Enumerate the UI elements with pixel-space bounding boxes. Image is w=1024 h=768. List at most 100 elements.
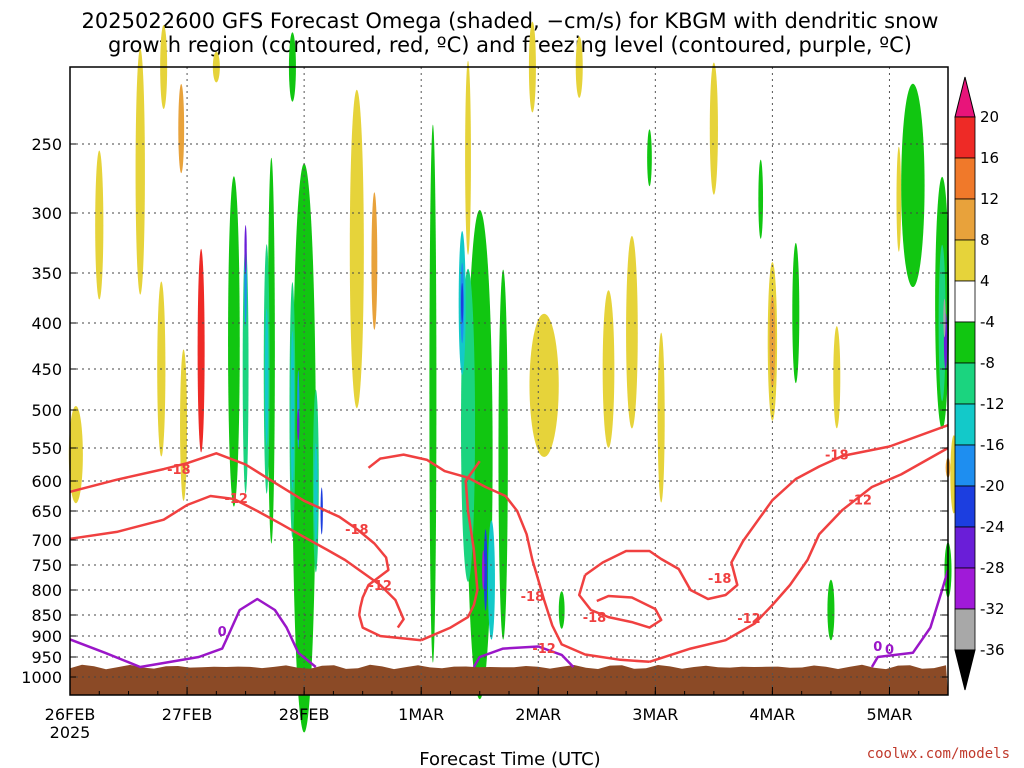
omega-cell-47 — [314, 443, 318, 543]
colorbar-bin-6 — [954, 362, 976, 405]
colorbar-bin-11 — [954, 567, 976, 610]
colorbar-bin-4 — [954, 280, 976, 323]
x-tick-label-5MAR: 5MAR — [866, 705, 912, 724]
colorbar-level-7: -12 — [980, 395, 1005, 413]
contour-label-13: 0 — [885, 643, 894, 658]
colorbar-level-0: 20 — [980, 108, 999, 126]
y-tick-label-1000: 1000 — [21, 668, 62, 687]
x-tick-label-27FEB: 27FEB — [162, 705, 213, 724]
contour-label-8: -12 — [737, 612, 761, 627]
dendritic-contour--18-4 — [584, 424, 949, 601]
colorbar-level-3: 8 — [980, 231, 990, 249]
omega-cell-0 — [68, 406, 83, 504]
omega-cell-35 — [896, 146, 902, 252]
colorbar: 20 16 12 8 4 -4 -8 -12 -16 -20 -24 -28 -32 -36 — [954, 76, 1005, 691]
y-tick-label-400: 400 — [31, 314, 62, 333]
x-tick-label-28FEB: 28FEB — [279, 705, 330, 724]
omega-cell-51 — [297, 410, 300, 441]
y-tick-label-250: 250 — [31, 135, 62, 154]
omega-cell-50 — [320, 487, 323, 535]
y-tick-label-550: 550 — [31, 439, 62, 458]
omega-cell-31 — [769, 295, 776, 388]
y-tick-label-950: 950 — [31, 648, 62, 667]
colorbar-bin-8 — [954, 444, 976, 487]
x-year-label: 2025 — [50, 723, 91, 742]
chart-title-line2: growth region (contoured, red, ºC) and f… — [108, 33, 912, 57]
omega-cell-26 — [657, 332, 665, 503]
colorbar-level-4: 4 — [980, 272, 990, 290]
x-axis-label: Forecast Time (UTC) — [419, 749, 600, 768]
omega-cell-23 — [602, 290, 615, 448]
omega-cell-36 — [901, 83, 925, 288]
y-tick-label-350: 350 — [31, 264, 62, 283]
omega-cell-12 — [371, 192, 378, 330]
dendritic-contour--12-6 — [649, 446, 949, 663]
contour-label-11: 0 — [218, 625, 227, 640]
dendritic-contour--18-1 — [420, 460, 481, 642]
colorbar-level-2: 12 — [980, 190, 999, 208]
omega-cell-45 — [264, 308, 269, 446]
omega-cell-14 — [465, 60, 471, 255]
omega-cell-32 — [792, 242, 800, 384]
omega-cell-24 — [626, 235, 638, 429]
x-tick-label-4MAR: 4MAR — [749, 705, 795, 724]
contour-label-7: -18 — [708, 572, 732, 587]
dendritic-contour--18-0 — [69, 452, 422, 642]
y-tick-label-750: 750 — [31, 556, 62, 575]
omega-cell-9 — [228, 176, 240, 507]
colorbar-bin-7 — [954, 403, 976, 446]
y-tick-label-800: 800 — [31, 581, 62, 600]
omega-cell-2 — [135, 48, 145, 295]
x-tick-label-1MAR: 1MAR — [398, 705, 444, 724]
omega-cell-62 — [943, 298, 946, 338]
dendritic-contour--18-5 — [577, 574, 663, 629]
colorbar-level-6: -8 — [980, 354, 995, 372]
omega-cell-28 — [709, 62, 718, 195]
freezing-contour-0-0 — [69, 597, 317, 669]
omega-cell-25 — [558, 591, 565, 629]
colorbar-top-arrow — [954, 76, 976, 118]
colorbar-level-11: -28 — [980, 559, 1005, 577]
colorbar-level-12: -32 — [980, 600, 1005, 618]
y-tick-label-700: 700 — [31, 531, 62, 550]
contour-label-9: -18 — [825, 449, 849, 464]
contour-label-10: -12 — [848, 494, 872, 509]
omega-cell-34 — [827, 579, 835, 641]
colorbar-level-1: 16 — [980, 149, 999, 167]
contour-label-5: -12 — [532, 642, 556, 657]
colorbar-bin-12 — [954, 608, 976, 651]
colorbar-bin-3 — [954, 239, 976, 282]
omega-cell-29 — [758, 159, 764, 239]
omega-cell-21 — [529, 313, 559, 458]
omega-cell-19 — [498, 269, 508, 640]
gridlines — [69, 67, 948, 695]
colorbar-level-9: -20 — [980, 477, 1005, 495]
omega-cell-59 — [482, 550, 485, 590]
contour-label-12: 0 — [873, 640, 882, 655]
omega-cell-10 — [267, 157, 275, 544]
contour-label-1: -12 — [224, 492, 248, 507]
x-tick-label-2MAR: 2MAR — [515, 705, 561, 724]
credit-text: coolwx.com/models — [867, 746, 1010, 762]
colorbar-bin-1 — [954, 157, 976, 200]
omega-cell-52 — [244, 225, 247, 273]
omega-cell-11 — [349, 89, 364, 409]
colorbar-level-8: -16 — [980, 436, 1005, 454]
colorbar-bin-5 — [954, 321, 976, 364]
dendritic-contour--12-3 — [367, 453, 650, 664]
x-tick-label-26FEB: 26FEB — [45, 705, 96, 724]
colorbar-bin-2 — [954, 198, 976, 241]
omega-cell-5 — [178, 84, 185, 174]
omega-cell-33 — [833, 326, 841, 429]
y-tick-label-900: 900 — [31, 627, 62, 646]
x-tick-label-3MAR: 3MAR — [632, 705, 678, 724]
y-tick-label-500: 500 — [31, 401, 62, 420]
y-tick-label-850: 850 — [31, 606, 62, 625]
contour-label-3: -12 — [368, 579, 392, 594]
terrain-fill — [70, 664, 948, 695]
dendritic-contour--12-2 — [69, 494, 405, 629]
omega-cell-54 — [197, 248, 205, 453]
contour-label-4: -18 — [521, 590, 545, 605]
